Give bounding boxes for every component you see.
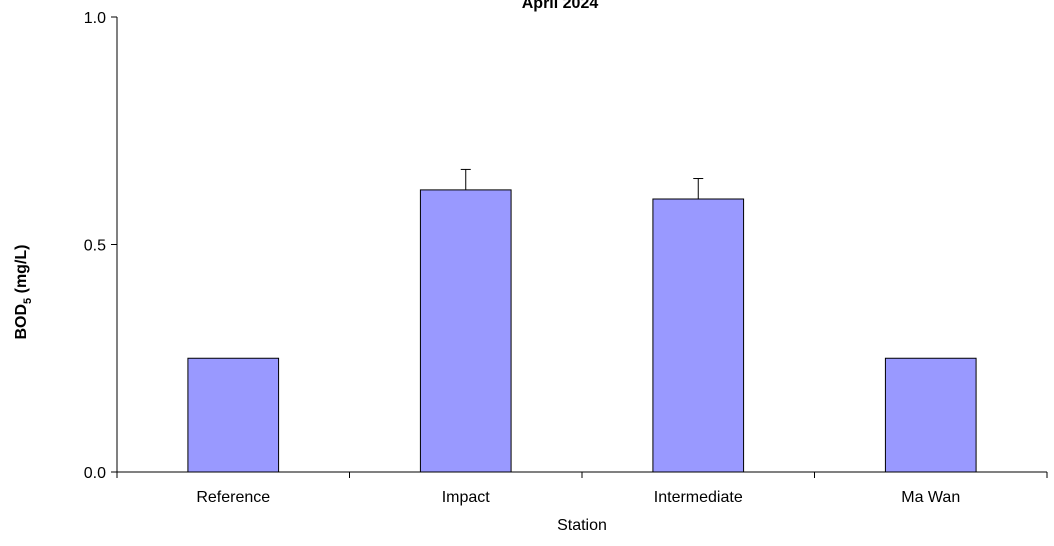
y-tick-label: 0.5 [84, 238, 106, 255]
y-ticks-layer: 0.0 0.5 1.0 [84, 10, 117, 482]
y-axis-label-main: BOD [13, 304, 30, 340]
x-ticks-layer: Reference Impact Intermediate Ma Wan [116, 472, 1048, 506]
x-tick-label: Impact [442, 489, 491, 506]
bars-layer [187, 189, 977, 473]
y-tick-label: 0.0 [84, 465, 106, 482]
bar-intermediate [652, 198, 745, 473]
bar-ma-wan [884, 357, 977, 473]
y-axis-label-subscript: 5 [22, 298, 34, 304]
x-tick-label: Intermediate [654, 489, 743, 506]
y-axis-label-unit: (mg/L) [13, 244, 30, 297]
error-bars-layer [460, 168, 704, 199]
y-axis-label: BOD5 (mg/L) [13, 244, 34, 339]
bar-reference [187, 357, 280, 473]
y-tick-label: 1.0 [84, 10, 106, 27]
x-tick-label: Reference [196, 489, 270, 506]
chart-title: April 2024 [522, 0, 599, 12]
x-axis-label: Station [557, 517, 607, 534]
bar-impact [419, 189, 512, 473]
x-tick-label: Ma Wan [901, 489, 960, 506]
